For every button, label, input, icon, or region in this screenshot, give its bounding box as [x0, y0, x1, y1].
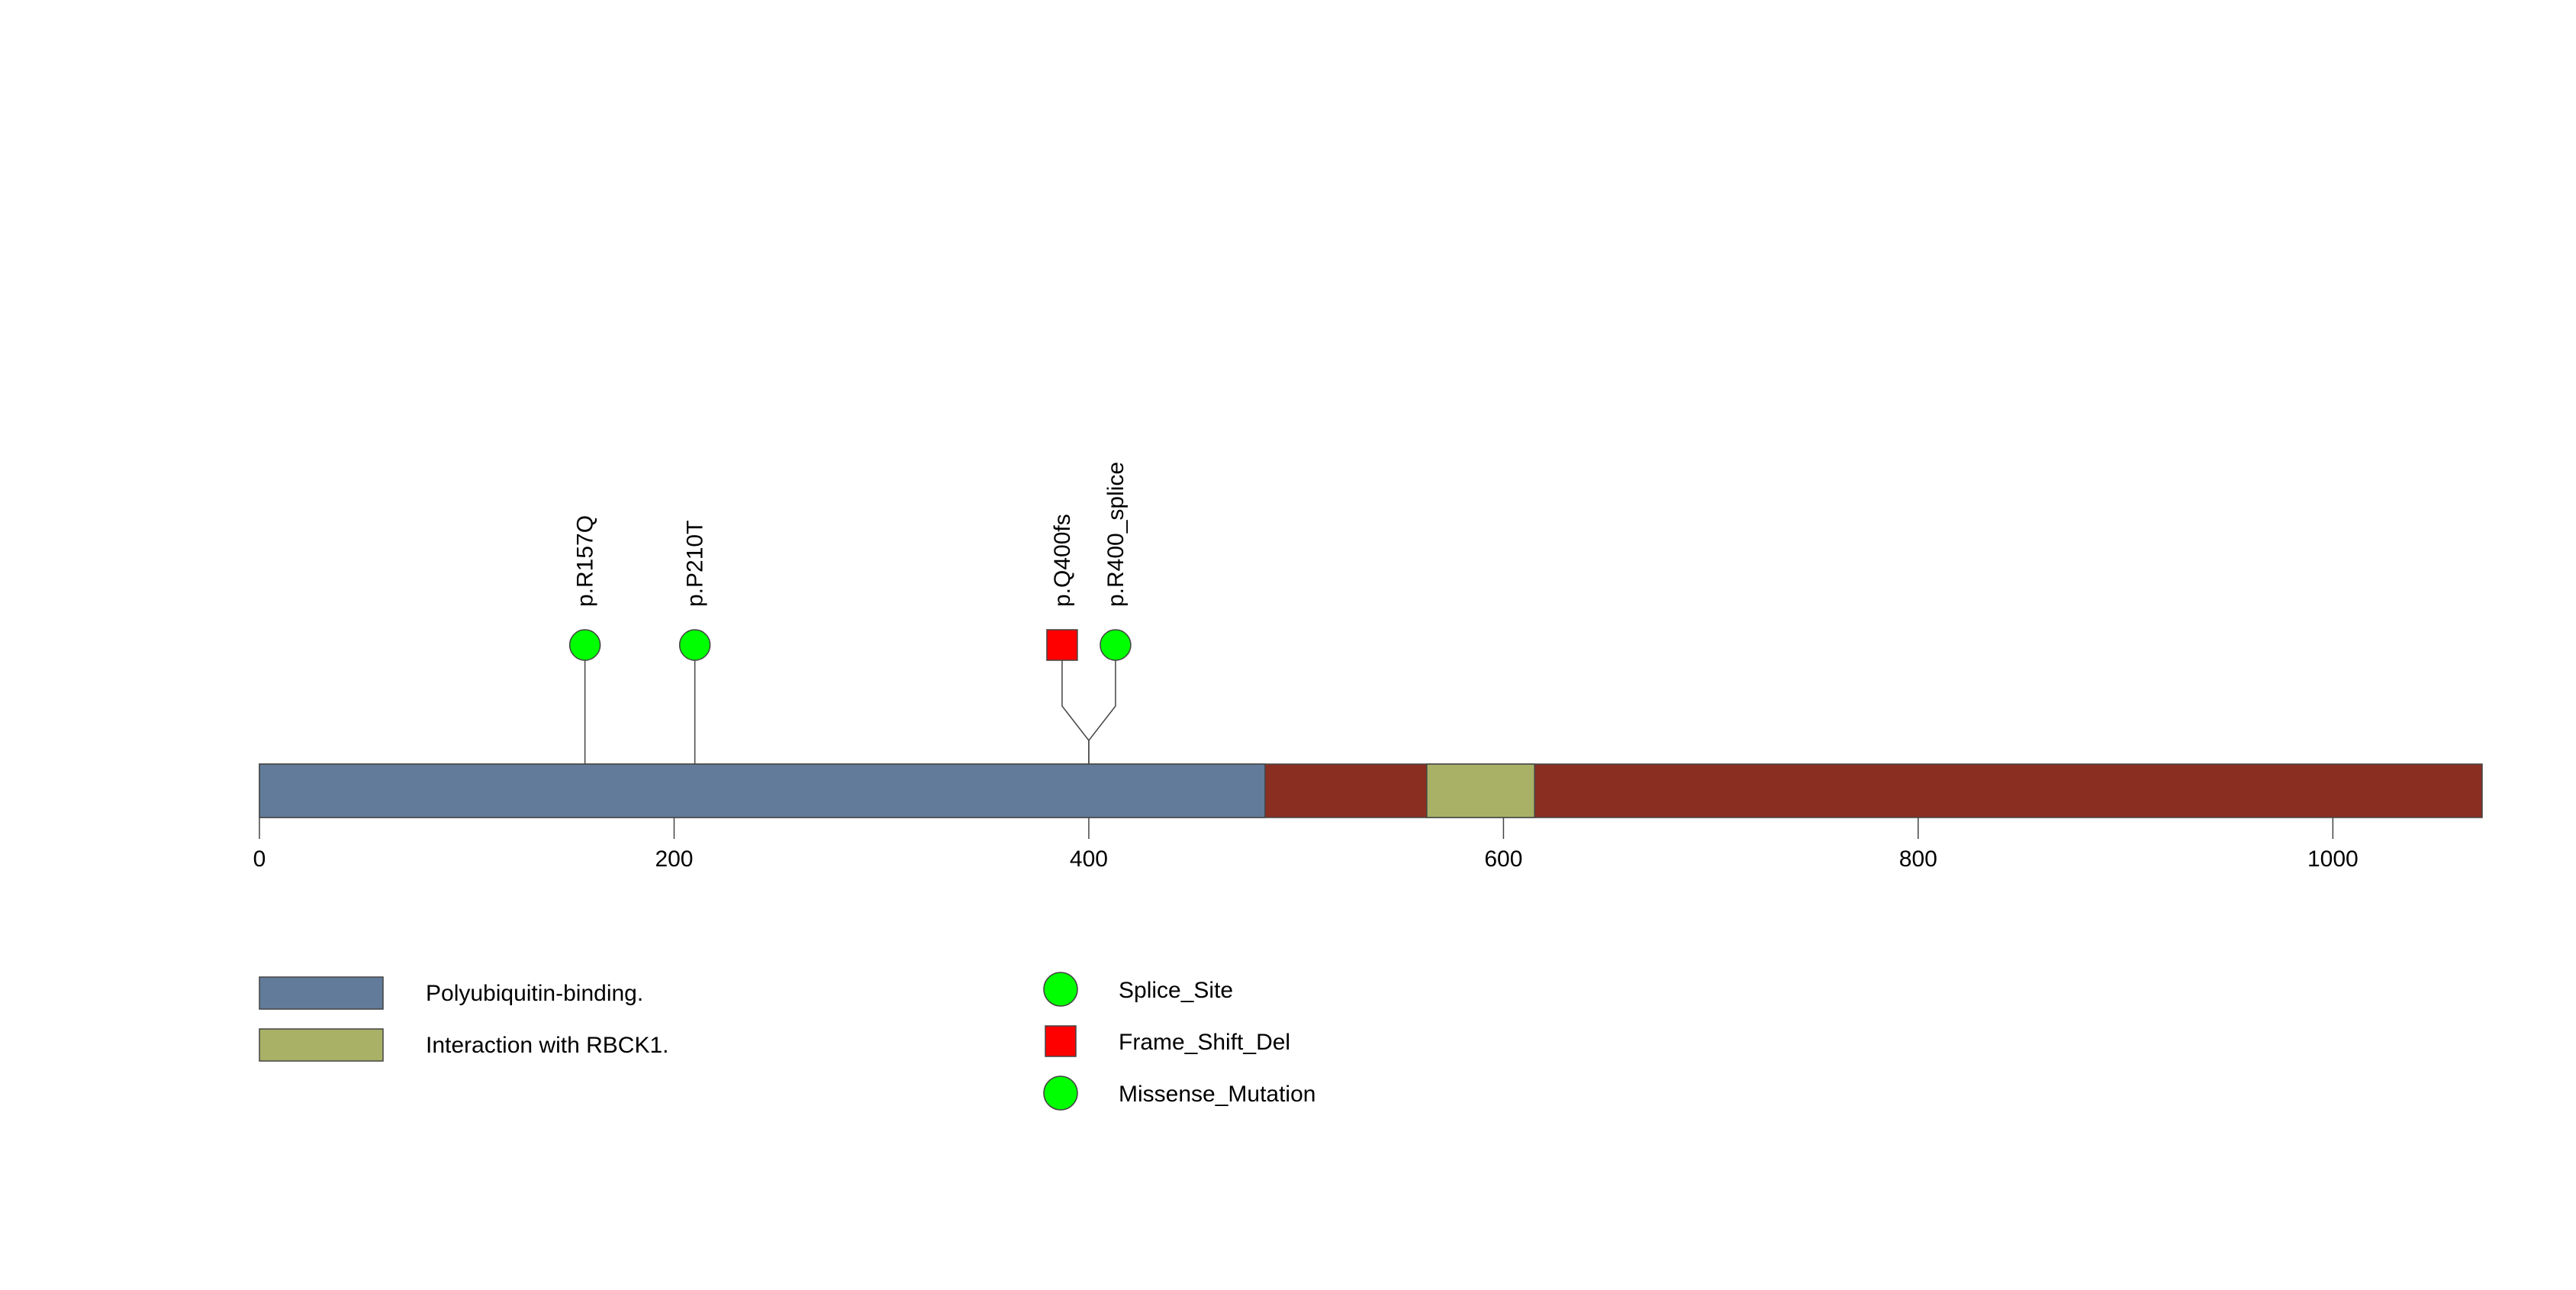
- legend-type-swatch-1: [1045, 1025, 1077, 1057]
- legend-type-label-1: Frame_Shift_Del: [1119, 1030, 1290, 1055]
- x-tick-label-800: 800: [1899, 847, 1937, 872]
- mutation-marker-2: [1046, 629, 1078, 661]
- legend-type-label-0: Splice_Site: [1119, 978, 1233, 1003]
- mutation-label-2: p.Q400fs: [1050, 514, 1075, 607]
- x-tick-label-600: 600: [1484, 847, 1522, 872]
- mutation-markers: [568, 629, 1132, 661]
- x-axis: 0 200 400 600 800 1000: [253, 818, 2359, 872]
- legend-domain-label-1: Interaction with RBCK1.: [426, 1033, 668, 1058]
- x-tick-label-0: 0: [253, 847, 266, 872]
- protein-track: [259, 763, 2483, 818]
- legend-domain-label-0: Polyubiquitin-binding.: [426, 981, 643, 1006]
- domain-1: [1426, 763, 1535, 818]
- legend-type-swatch-0: [1043, 972, 1078, 1007]
- mutation-marker-1: [678, 629, 711, 661]
- mutation-marker-0: [568, 629, 601, 661]
- legend: Polyubiquitin-binding. Interaction with R…: [259, 972, 1315, 1111]
- mutation-label-0: p.R157Q: [573, 515, 598, 607]
- legend-domain-swatch-1: [259, 1028, 384, 1062]
- x-tick-label-1000: 1000: [2307, 847, 2359, 872]
- mutation-label-1: p.P210T: [683, 521, 708, 607]
- x-tick-label-200: 200: [655, 847, 693, 872]
- legend-domain-swatch-0: [259, 976, 384, 1010]
- mutation-marker-3: [1100, 629, 1132, 661]
- domain-0: [259, 763, 1266, 818]
- legend-type-swatch-2: [1043, 1076, 1078, 1111]
- legend-type-label-2: Missense_Mutation: [1119, 1082, 1315, 1107]
- x-tick-label-400: 400: [1070, 847, 1108, 872]
- mutation-labels: p.R157Q p.P210T p.Q400fs p.R400_splice: [573, 462, 1129, 607]
- mutation-label-3: p.R400_splice: [1103, 462, 1129, 607]
